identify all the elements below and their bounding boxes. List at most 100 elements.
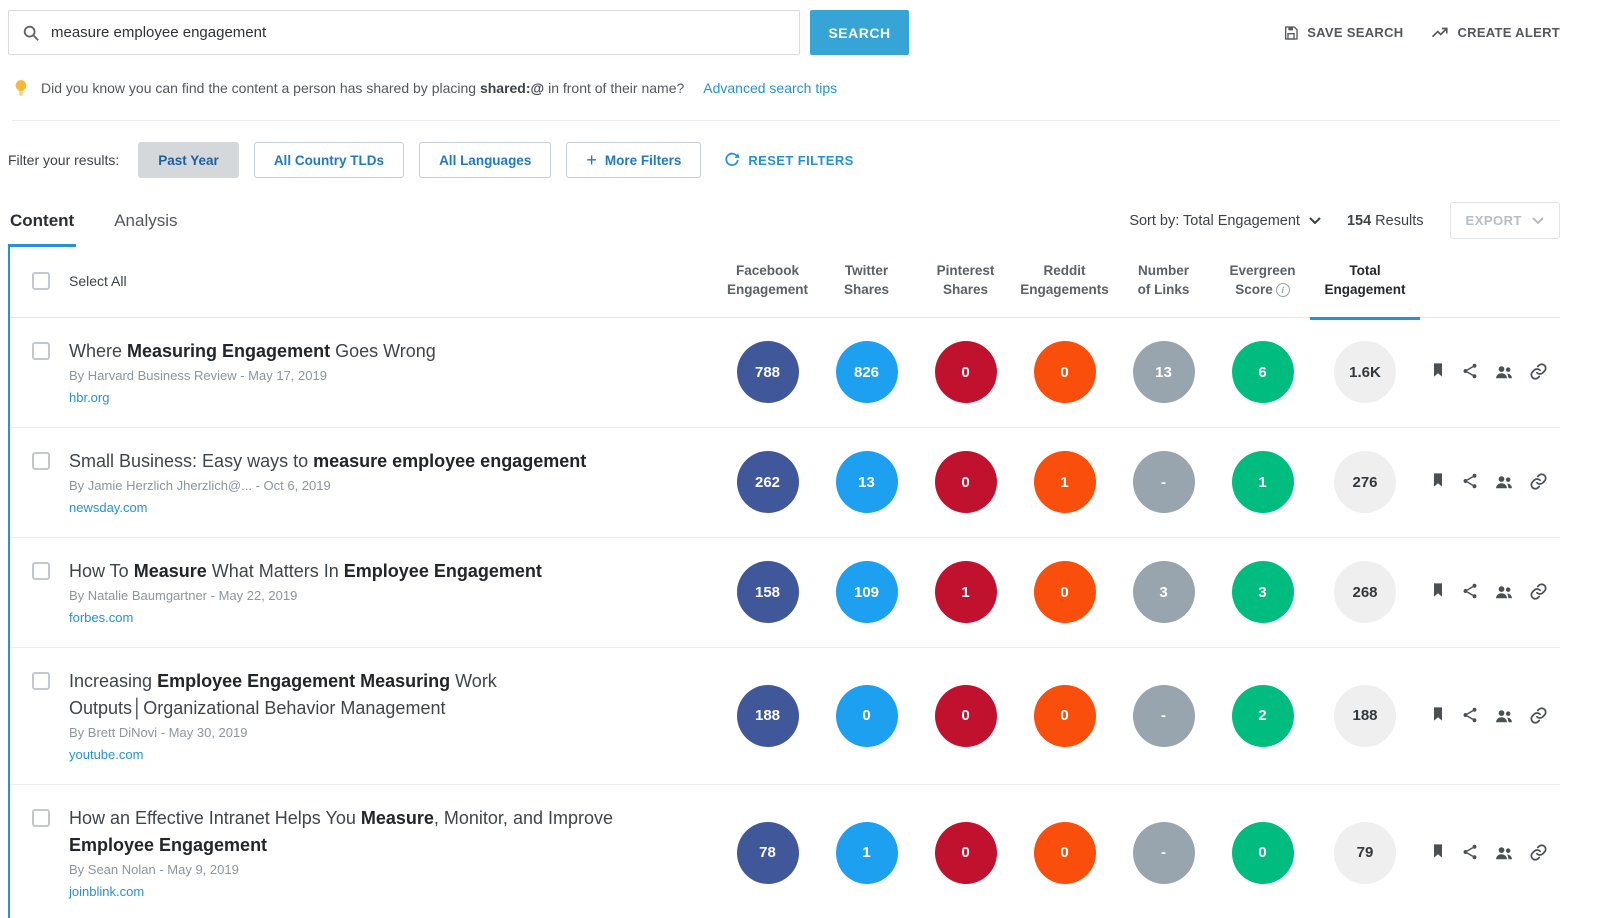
results-toolbar: Sort by: Total Engagement 154 Results EX…	[1129, 202, 1560, 247]
row-checkbox[interactable]	[32, 451, 50, 470]
column-evergreen-score[interactable]: Evergreen Score i	[1229, 263, 1296, 298]
result-domain-link[interactable]: hbr.org	[69, 389, 110, 405]
reddit-metric-value: 0	[1033, 561, 1096, 624]
total-engagement-value: 276	[1334, 451, 1396, 514]
reddit-metric-value: 0	[1033, 684, 1096, 747]
result-byline: By Brett DiNovi - May 30, 2019	[69, 724, 248, 740]
share-icon[interactable]	[1461, 582, 1479, 602]
search-button[interactable]: SEARCH	[810, 10, 909, 55]
bookmark-icon[interactable]	[1430, 843, 1446, 863]
result-title[interactable]: Where Measuring Engagement Goes Wrong	[69, 340, 436, 361]
filter-country-tlds[interactable]: All Country TLDs	[253, 142, 405, 178]
total-engagement-value: 79	[1334, 821, 1396, 884]
column-total-engagement[interactable]: Total Engagement	[1310, 262, 1420, 320]
share-icon[interactable]	[1461, 362, 1479, 382]
users-icon[interactable]	[1494, 362, 1514, 382]
result-domain-link[interactable]: joinblink.com	[69, 883, 145, 899]
filter-label: Filter your results:	[8, 152, 120, 168]
result-title[interactable]: How To Measure What Matters In Employee …	[69, 560, 542, 581]
chevron-down-icon	[1309, 217, 1321, 224]
filter-row: Filter your results: Past Year All Count…	[8, 142, 1560, 178]
top-actions: SAVE SEARCH CREATE ALERT	[1283, 24, 1560, 42]
tabs: Content Analysis	[8, 203, 180, 247]
column-twitter-shares[interactable]: Twitter Shares	[843, 263, 890, 297]
tab-content[interactable]: Content	[8, 203, 77, 247]
facebook-metric-value: 158	[736, 561, 799, 624]
create-alert-button[interactable]: CREATE ALERT	[1431, 24, 1560, 42]
bookmark-icon[interactable]	[1430, 582, 1446, 602]
search-input[interactable]	[51, 24, 786, 41]
twitter-metric-value: 0	[835, 684, 898, 747]
sort-by-dropdown[interactable]: Sort by: Total Engagement	[1129, 213, 1321, 229]
result-byline: By Natalie Baumgartner - May 22, 2019	[69, 587, 298, 603]
topbar: SEARCH SAVE SEARCH CREATE ALERT	[8, 10, 1560, 55]
plus-icon: +	[586, 150, 597, 170]
users-icon[interactable]	[1494, 472, 1514, 492]
more-filters-button[interactable]: + More Filters	[566, 142, 702, 178]
link-icon[interactable]	[1529, 582, 1548, 602]
row-checkbox[interactable]	[32, 671, 50, 690]
table-row: Increasing Employee Engagement Measuring…	[10, 648, 1560, 785]
result-title[interactable]: Increasing Employee Engagement Measuring…	[69, 670, 497, 718]
tip-text: Did you know you can find the content a …	[41, 80, 685, 96]
save-icon	[1283, 25, 1299, 41]
result-domain-link[interactable]: newsday.com	[69, 499, 148, 515]
link-icon[interactable]	[1529, 706, 1548, 726]
twitter-metric-value: 13	[835, 451, 898, 514]
share-icon[interactable]	[1461, 472, 1479, 492]
reset-filters-button[interactable]: RESET FILTERS	[724, 152, 853, 168]
select-all-checkbox[interactable]	[32, 271, 50, 290]
pinterest-metric-value: 0	[934, 341, 997, 404]
column-facebook-engagement[interactable]: Facebook Engagement	[726, 263, 808, 297]
result-byline: By Harvard Business Review - May 17, 201…	[69, 367, 327, 383]
row-checkbox[interactable]	[32, 341, 50, 360]
select-all: Select All	[10, 271, 718, 290]
info-icon[interactable]: i	[1275, 283, 1290, 298]
row-checkbox[interactable]	[32, 561, 50, 580]
evergreen-metric-value: 6	[1231, 341, 1294, 404]
table-row: Small Business: Easy ways to measure emp…	[10, 428, 1560, 538]
facebook-metric-value: 262	[736, 451, 799, 514]
save-search-button[interactable]: SAVE SEARCH	[1283, 25, 1403, 41]
save-search-label: SAVE SEARCH	[1307, 25, 1404, 40]
evergreen-metric-value: 1	[1231, 451, 1294, 514]
advanced-search-tips-link[interactable]: Advanced search tips	[703, 80, 838, 96]
column-reddit-engagements[interactable]: Reddit Engagements	[1020, 263, 1109, 297]
share-icon[interactable]	[1461, 706, 1479, 726]
users-icon[interactable]	[1494, 706, 1514, 726]
users-icon[interactable]	[1494, 843, 1514, 863]
column-pinterest-shares[interactable]: Pinterest Shares	[936, 263, 995, 297]
pinterest-metric-value: 0	[934, 451, 997, 514]
search-area: SEARCH	[8, 10, 909, 55]
total-engagement-value: 268	[1334, 561, 1396, 624]
filter-past-year[interactable]: Past Year	[138, 142, 239, 178]
bookmark-icon[interactable]	[1430, 472, 1446, 492]
row-checkbox[interactable]	[32, 808, 50, 827]
tabs-row: Content Analysis Sort by: Total Engageme…	[8, 202, 1560, 247]
share-icon[interactable]	[1461, 843, 1479, 863]
bookmark-icon[interactable]	[1430, 362, 1446, 382]
twitter-metric-value: 109	[835, 561, 898, 624]
result-byline: By Sean Nolan - May 9, 2019	[69, 861, 239, 877]
result-domain-link[interactable]: forbes.com	[69, 609, 134, 625]
links-metric-value: 13	[1132, 341, 1195, 404]
filter-languages[interactable]: All Languages	[419, 142, 552, 178]
export-button[interactable]: EXPORT	[1449, 202, 1560, 239]
result-title[interactable]: Small Business: Easy ways to measure emp…	[69, 450, 587, 471]
bookmark-icon[interactable]	[1430, 706, 1446, 726]
tab-analysis[interactable]: Analysis	[114, 211, 178, 230]
twitter-metric-value: 1	[835, 821, 898, 884]
result-title[interactable]: How an Effective Intranet Helps You Meas…	[69, 807, 613, 855]
link-icon[interactable]	[1529, 843, 1548, 863]
result-domain-link[interactable]: youtube.com	[69, 746, 144, 762]
twitter-metric-value: 826	[835, 341, 898, 404]
link-icon[interactable]	[1529, 362, 1548, 382]
trending-up-icon	[1431, 24, 1449, 42]
users-icon[interactable]	[1494, 582, 1514, 602]
column-number-of-links[interactable]: Number of Links	[1137, 263, 1190, 297]
reddit-metric-value: 0	[1033, 821, 1096, 884]
link-icon[interactable]	[1529, 472, 1548, 492]
reddit-metric-value: 1	[1033, 451, 1096, 514]
select-all-label: Select All	[69, 272, 127, 289]
facebook-metric-value: 788	[736, 341, 799, 404]
